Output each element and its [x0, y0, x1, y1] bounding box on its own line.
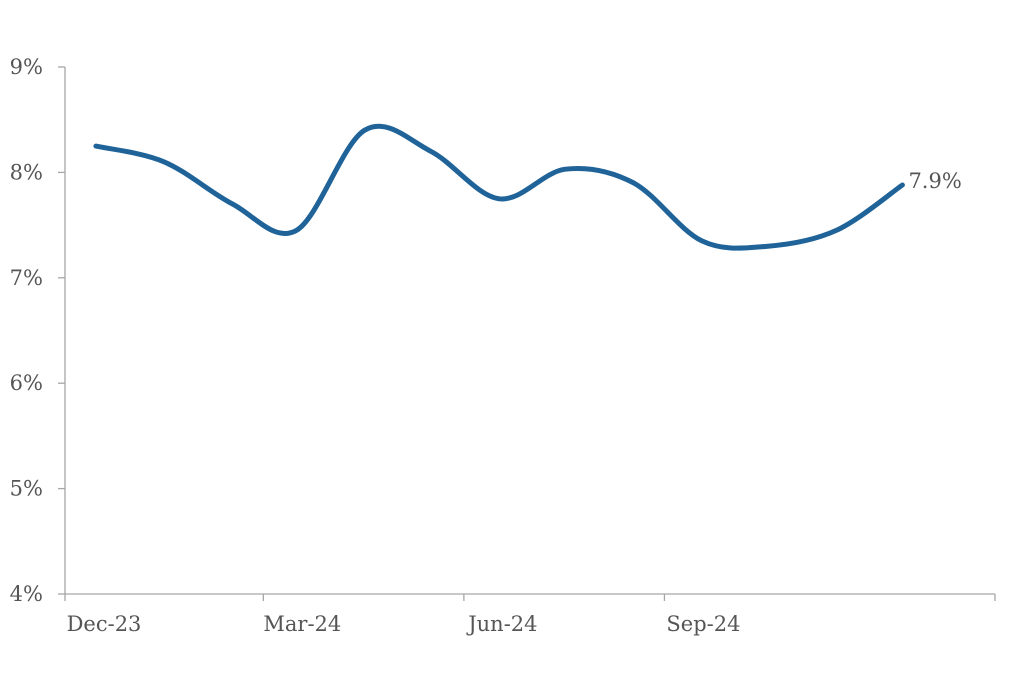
- end-value-label: 7.9%: [908, 169, 961, 193]
- data-point: [699, 238, 704, 243]
- data-point: [766, 244, 771, 249]
- data-point: [230, 202, 235, 207]
- data-point: [900, 183, 905, 188]
- data-point: [497, 196, 502, 201]
- y-tick-label: 8%: [10, 160, 43, 184]
- data-point: [428, 149, 433, 154]
- series-layer: 7.9%: [93, 123, 962, 251]
- x-axis: Dec-23 Mar-24 Jun-24 Sep-24: [64, 593, 996, 636]
- series-line-0: [93, 123, 905, 251]
- x-tick-label: Mar-24: [263, 612, 341, 636]
- data-point: [834, 228, 839, 233]
- data-point: [93, 144, 98, 149]
- data-point: [563, 167, 568, 172]
- x-tick-label: Dec-23: [67, 612, 142, 636]
- y-axis: 4% 5% 6% 7% 8% 9%: [10, 55, 66, 606]
- y-tick-label: 7%: [10, 266, 43, 290]
- y-tick-label: 4%: [10, 582, 43, 606]
- data-point: [162, 159, 167, 164]
- x-tick-label: Jun-24: [466, 612, 537, 636]
- y-tick-label: 5%: [10, 477, 43, 501]
- data-point: [631, 180, 636, 185]
- x-tick-label: Sep-24: [666, 612, 740, 636]
- data-point: [362, 128, 367, 133]
- y-tick-label: 6%: [10, 371, 43, 395]
- data-point: [294, 228, 299, 233]
- y-tick-label: 9%: [10, 55, 43, 79]
